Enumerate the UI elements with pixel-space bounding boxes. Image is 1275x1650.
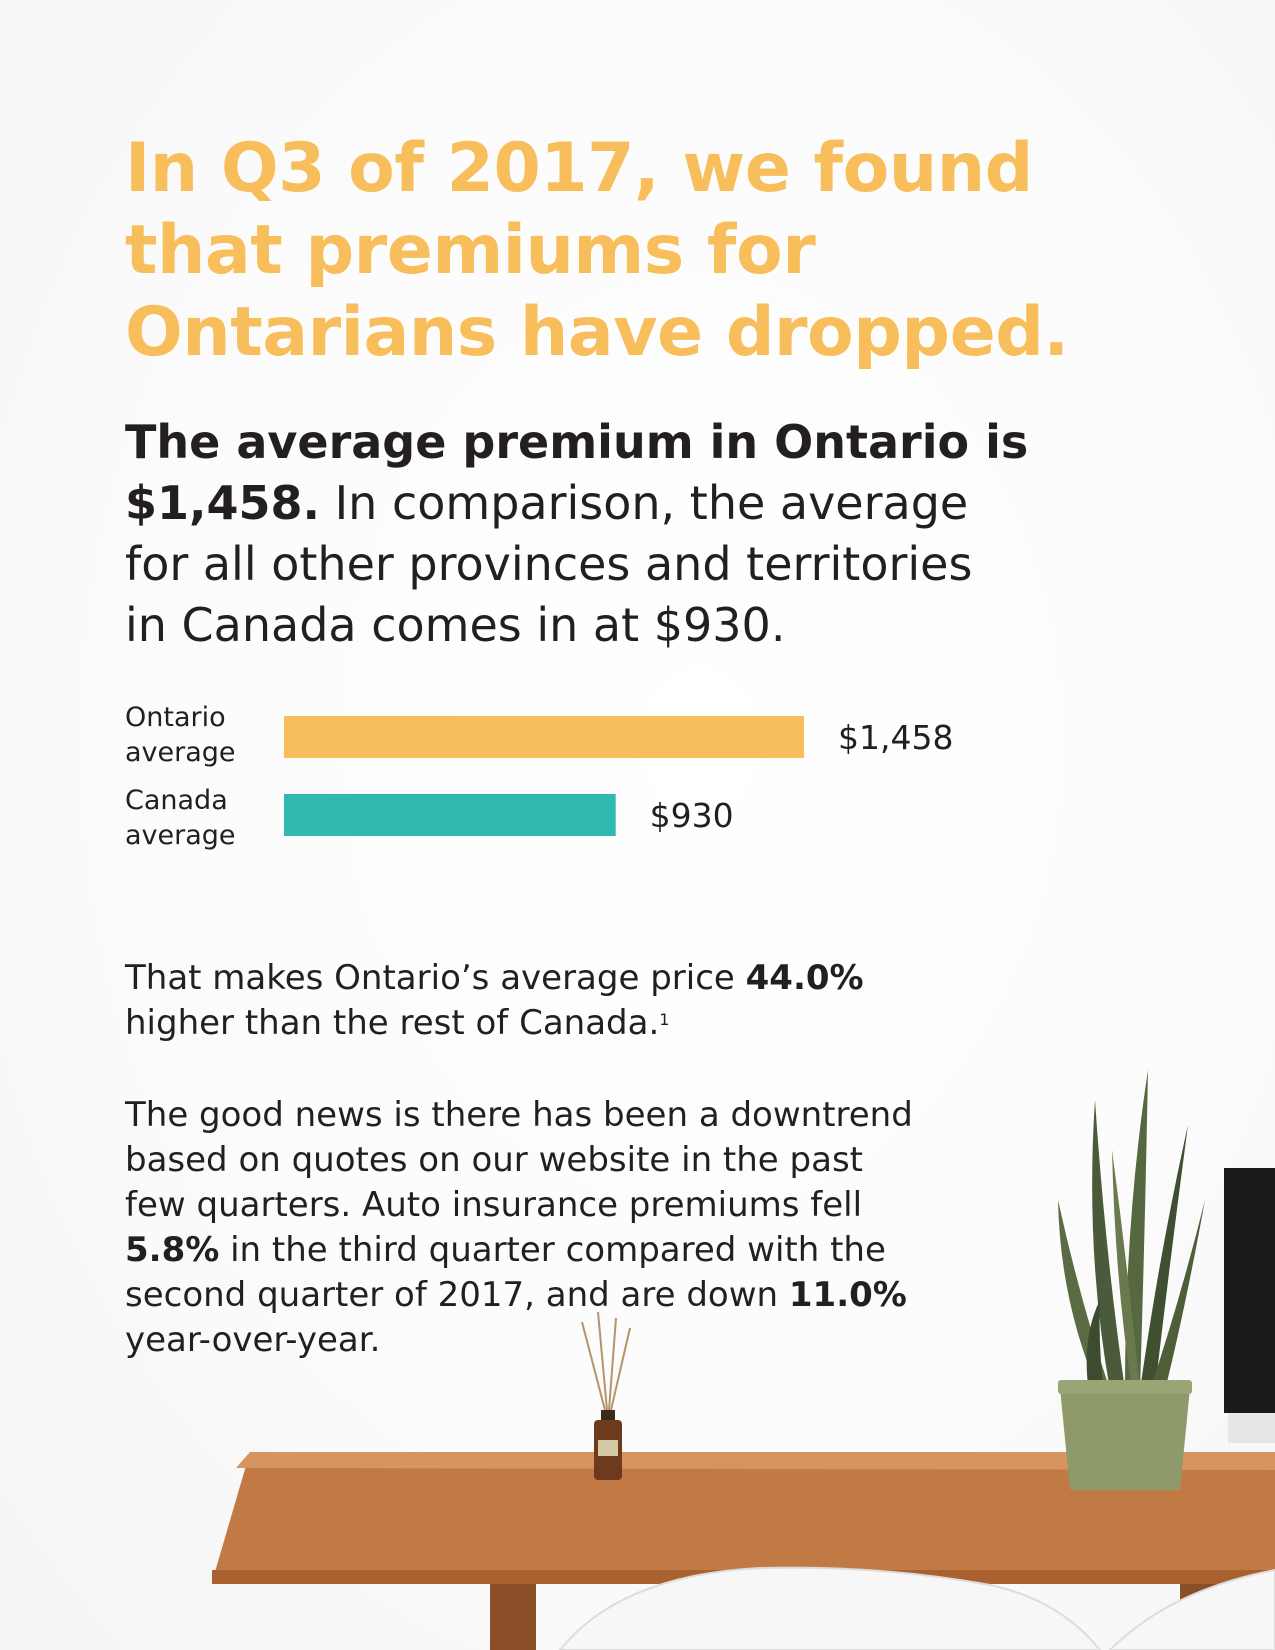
subhead-line-2-rest: In comparison, the average [319,476,969,530]
bar-label-canada: Canada average [125,783,275,853]
headline-line-1: In Q3 of 2017, we found [125,129,1033,208]
para2-line-6: year-over-year. [125,1320,381,1360]
subhead-line-3: for all other provinces and territories [125,537,973,591]
subhead-bold-1: The average premium in Ontario is [125,415,1029,469]
bar-label-canada-line-2: average [125,820,236,851]
subhead-bold-2: $1,458. [125,476,320,530]
headline: In Q3 of 2017, we found that premiums fo… [125,128,1125,374]
bar-label-ontario-line-2: average [125,737,236,768]
paragraph-comparison: That makes Ontario’s average price 44.0%… [125,956,1025,1046]
para1-line-2-text: higher than the rest of Canada. [125,1003,660,1043]
subhead: The average premium in Ontario is $1,458… [125,412,1125,656]
para2-line-4-bold: 5.8% [125,1230,220,1270]
subhead-line-2: $1,458. In comparison, the average [125,473,1125,534]
para2-line-5-bold: 11.0% [788,1275,907,1315]
para1-line-2: higher than the rest of Canada.1 [125,1001,1025,1046]
headline-line-2: that premiums for [125,211,816,290]
paragraph-good-news: The good news is there has been a downtr… [125,1093,1025,1363]
para2-line-1: The good news is there has been a downtr… [125,1095,913,1135]
para1-line-1: That makes Ontario’s average price 44.0% [125,956,1025,1001]
subhead-line-1: The average premium in Ontario is [125,412,1125,473]
subhead-line-4: in Canada comes in at $930. [125,598,786,652]
bar-label-ontario: Ontario average [125,700,275,770]
para2-line-4-rest: in the third quarter compared with the [219,1230,886,1270]
para2-line-4: 5.8% in the third quarter compared with … [125,1228,1025,1273]
para2-line-5: second quarter of 2017, and are down 11.… [125,1273,1025,1318]
para2-line-3: few quarters. Auto insurance premiums fe… [125,1185,863,1225]
para2-line-2: based on quotes on our website in the pa… [125,1140,863,1180]
para1-line-1-bold: 44.0% [745,958,864,998]
bar-label-ontario-line-1: Ontario [125,702,226,733]
headline-line-3: Ontarians have dropped. [125,293,1069,372]
para1-line-1-text: That makes Ontario’s average price [125,958,746,998]
footnote-marker: 1 [659,1010,670,1029]
bar-label-canada-line-1: Canada [125,785,228,816]
para2-line-5-text: second quarter of 2017, and are down [125,1275,789,1315]
